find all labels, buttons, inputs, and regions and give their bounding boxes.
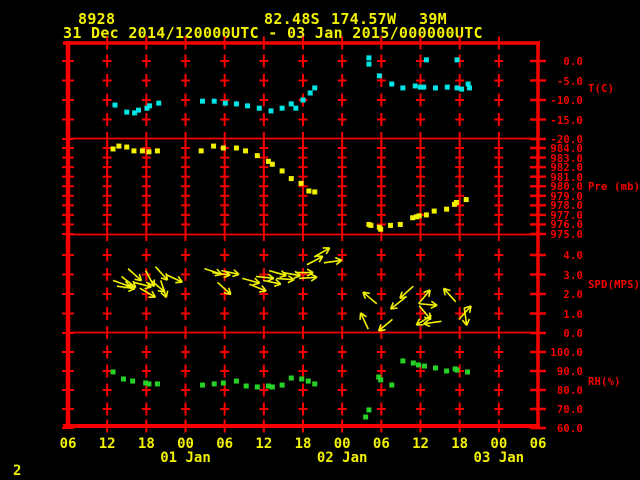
- y-axis-tick-label: 976.0: [550, 219, 583, 232]
- x-axis-hour-label: 12: [98, 436, 116, 452]
- x-axis-hour-label: 06: [59, 436, 77, 452]
- page-indicator: 2: [13, 463, 22, 479]
- x-axis-hour-label: 18: [294, 436, 312, 452]
- y-axis-tick-label: 979.0: [550, 190, 583, 203]
- y-axis-tick-label: 70.0: [556, 404, 583, 416]
- y-axis-tick-label: 982.0: [550, 162, 583, 175]
- y-axis-tick-label: -5.0: [556, 75, 583, 88]
- y-axis-tick-label: -20.0: [550, 134, 583, 146]
- x-axis-hour-label: 12: [255, 436, 273, 452]
- y-axis-tick-label: 2.0: [563, 289, 583, 301]
- x-axis-hour-label: 18: [137, 436, 155, 452]
- pressure-axis-title: Pre (mb): [588, 181, 640, 193]
- x-axis-hour-label: 12: [412, 436, 429, 452]
- y-axis-tick-label: 90.0: [556, 366, 583, 378]
- y-axis-tick-label: -15.0: [550, 114, 583, 127]
- y-axis-tick-label: 977.0: [550, 209, 583, 222]
- y-axis-tick-label: 4.0: [563, 250, 583, 262]
- y-axis-tick-label: -10.0: [550, 95, 583, 107]
- y-axis-tick-label: 80.0: [556, 385, 583, 397]
- y-axis-tick-label: 981.0: [550, 171, 583, 184]
- y-axis-tick-label: 983.0: [550, 152, 583, 165]
- station-longitude: 174.57W: [331, 10, 397, 28]
- time-range: 31 Dec 2014/120000UTC - 03 Jan 2015/0000…: [63, 24, 483, 42]
- y-axis-tick-label: 100.0: [550, 347, 583, 359]
- station-elevation: 39M: [419, 10, 447, 28]
- x-axis-hour-label: 06: [216, 436, 234, 452]
- y-axis-tick-label: 984.0: [550, 143, 583, 155]
- wind-axis-title: SPD(MPS): [588, 279, 640, 291]
- x-axis-hour-label: 06: [529, 436, 547, 452]
- temp-axis-title: T(C): [588, 83, 615, 95]
- y-axis-tick-label: 0.0: [563, 56, 583, 68]
- station-latitude: 82.48S: [264, 10, 320, 28]
- station-id: 8928: [78, 10, 116, 28]
- x-axis-hour-label: 00: [177, 436, 194, 452]
- y-axis-tick-label: 0.0: [563, 328, 583, 340]
- rh-axis-title: RH(%): [588, 376, 621, 388]
- x-axis-hour-label: 00: [490, 436, 508, 452]
- y-axis-tick-label: 975.0: [550, 229, 583, 241]
- x-axis-date-label: 02 Jan: [316, 450, 368, 466]
- y-axis-tick-label: 3.0: [563, 269, 583, 282]
- y-axis-tick-label: 980.0: [550, 181, 583, 194]
- y-axis-tick-label: 978.0: [550, 200, 583, 213]
- x-axis-hour-label: 18: [451, 436, 469, 452]
- x-axis-hour-label: 00: [333, 436, 351, 452]
- y-axis-tick-label: 1.0: [563, 308, 583, 321]
- y-axis-tick-label: 60.0: [556, 423, 583, 435]
- x-axis-hour-label: 06: [372, 436, 390, 452]
- x-axis-date-label: 03 Jan: [473, 450, 525, 466]
- x-axis-date-label: 01 Jan: [160, 450, 211, 466]
